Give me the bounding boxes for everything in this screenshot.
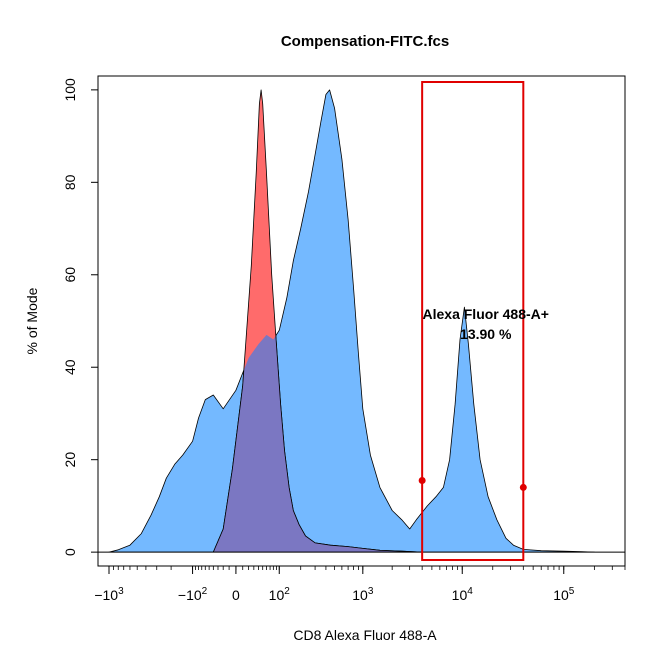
x-tick-label: 0 [232, 587, 240, 603]
gate-name-label: Alexa Fluor 488-A+ [423, 306, 549, 322]
y-tick-label: 20 [62, 452, 78, 468]
x-tick-label: 102 [269, 586, 291, 603]
y-tick-label: 40 [62, 359, 78, 375]
y-tick-label: 80 [62, 174, 78, 190]
histogram-series-1 [108, 89, 595, 553]
x-axis: −103 −102 0 102 103 104 105 [94, 566, 626, 603]
x-tick-label: 105 [553, 586, 575, 603]
y-tick-label: 0 [62, 548, 78, 556]
plot-frame [97, 75, 626, 567]
x-tick-label: 103 [352, 586, 374, 603]
y-axis: 0 20 40 60 80 100 [62, 78, 98, 556]
gate-left-handle[interactable] [418, 476, 426, 484]
gate-percent-label: 13.90 % [460, 326, 512, 342]
x-tick-label: −102 [178, 586, 208, 603]
y-tick-label: 100 [62, 78, 78, 102]
gate-layer[interactable]: Alexa Fluor 488-A+ 13.90 % [418, 81, 549, 561]
x-tick-label: −103 [94, 586, 124, 603]
gate-rectangle[interactable] [421, 81, 525, 561]
x-axis-label: CD8 Alexa Fluor 488-A [293, 627, 437, 643]
x-tick-label: 104 [452, 586, 474, 603]
chart-title: Compensation-FITC.fcs [281, 33, 449, 50]
y-tick-label: 60 [62, 267, 78, 283]
y-axis-label: % of Mode [24, 287, 40, 354]
gate-right-handle[interactable] [519, 483, 527, 491]
series-layer [108, 89, 595, 553]
